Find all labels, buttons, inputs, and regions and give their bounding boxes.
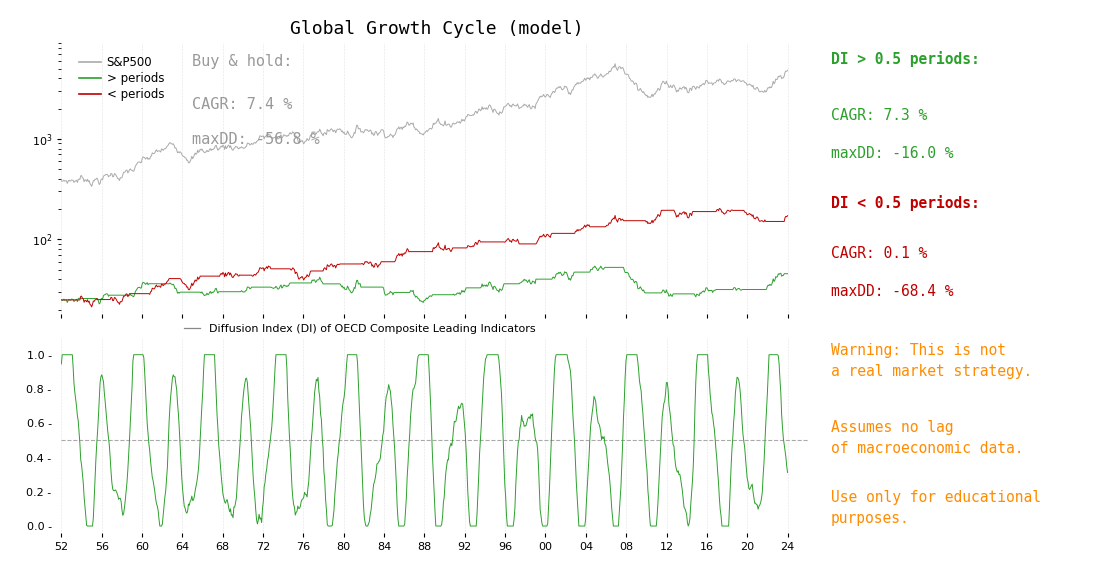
Text: CAGR: 7.3 %: CAGR: 7.3 % bbox=[830, 108, 927, 123]
Legend: Diffusion Index (DI) of OECD Composite Leading Indicators: Diffusion Index (DI) of OECD Composite L… bbox=[180, 320, 540, 339]
Text: DI < 0.5 periods:: DI < 0.5 periods: bbox=[830, 195, 980, 211]
Text: CAGR: 0.1 %: CAGR: 0.1 % bbox=[830, 246, 927, 261]
Text: Warning: This is not
a real market strategy.: Warning: This is not a real market strat… bbox=[830, 343, 1032, 379]
Text: Buy & hold:: Buy & hold: bbox=[192, 54, 292, 69]
Text: Use only for educational
purposes.: Use only for educational purposes. bbox=[830, 490, 1041, 526]
Text: Assumes no lag
of macroeconomic data.: Assumes no lag of macroeconomic data. bbox=[830, 419, 1023, 456]
Text: CAGR: 7.4 %: CAGR: 7.4 % bbox=[192, 97, 292, 112]
Legend: S&P500, > periods, < periods: S&P500, > periods, < periods bbox=[75, 52, 169, 106]
Text: Global Growth Cycle (model): Global Growth Cycle (model) bbox=[289, 20, 584, 38]
Text: maxDD: -56.8 %: maxDD: -56.8 % bbox=[192, 132, 320, 147]
Text: maxDD: -16.0 %: maxDD: -16.0 % bbox=[830, 146, 953, 161]
Text: maxDD: -68.4 %: maxDD: -68.4 % bbox=[830, 284, 953, 300]
Text: DI > 0.5 periods:: DI > 0.5 periods: bbox=[830, 51, 980, 67]
